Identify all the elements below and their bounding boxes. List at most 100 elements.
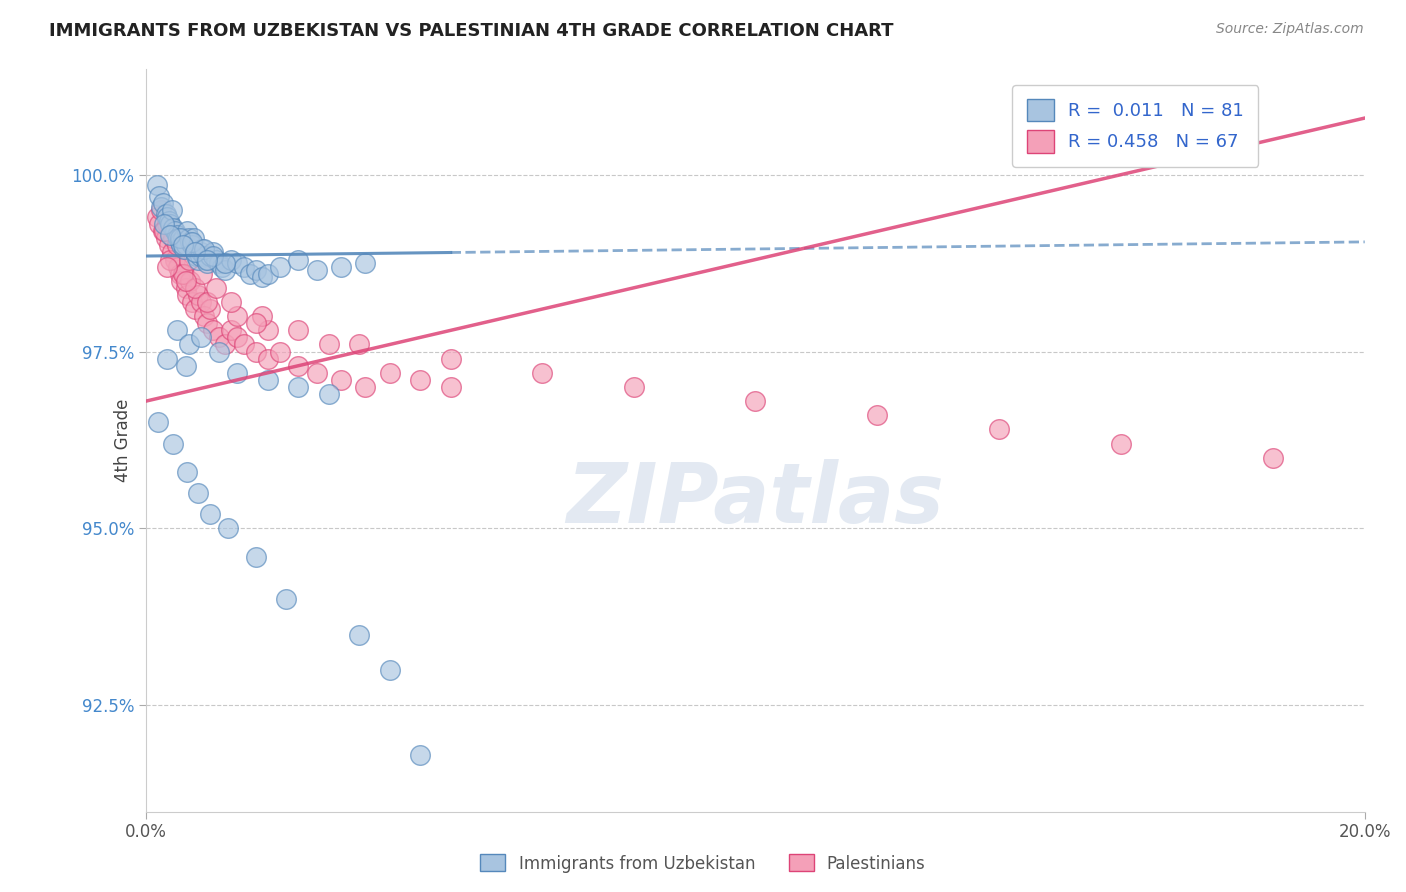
Point xyxy=(174,359,197,373)
Point xyxy=(166,238,188,252)
Point xyxy=(180,295,202,310)
Point xyxy=(190,330,212,344)
Point xyxy=(187,252,209,267)
Point xyxy=(354,380,377,394)
Point xyxy=(287,359,309,373)
Point xyxy=(157,213,180,227)
Point xyxy=(156,260,179,274)
Point xyxy=(221,323,243,337)
Point xyxy=(159,252,181,267)
Point xyxy=(162,231,184,245)
Point xyxy=(269,344,291,359)
Legend: R =  0.011   N = 81, R = 0.458   N = 67: R = 0.011 N = 81, R = 0.458 N = 67 xyxy=(1012,85,1258,167)
Point xyxy=(174,281,197,295)
Point xyxy=(318,387,340,401)
Point xyxy=(195,316,218,330)
Point xyxy=(194,252,217,267)
Point xyxy=(531,366,554,380)
Point xyxy=(214,337,236,351)
Text: IMMIGRANTS FROM UZBEKISTAN VS PALESTINIAN 4TH GRADE CORRELATION CHART: IMMIGRANTS FROM UZBEKISTAN VS PALESTINIA… xyxy=(49,22,894,40)
Point xyxy=(208,256,231,270)
Point xyxy=(155,231,177,245)
Point xyxy=(245,316,267,330)
Point xyxy=(349,627,371,641)
Point xyxy=(221,295,243,310)
Point xyxy=(205,252,228,267)
Point xyxy=(226,256,249,270)
Point xyxy=(184,281,207,295)
Point xyxy=(232,260,254,274)
Point xyxy=(156,217,179,231)
Point xyxy=(190,295,212,310)
Point xyxy=(378,663,401,677)
Point xyxy=(287,252,309,267)
Point xyxy=(172,267,194,281)
Point xyxy=(191,242,214,256)
Point xyxy=(159,227,181,242)
Point xyxy=(150,200,173,214)
Point xyxy=(409,373,432,387)
Point xyxy=(155,206,177,220)
Point xyxy=(349,337,371,351)
Point xyxy=(179,235,201,249)
Y-axis label: 4th Grade: 4th Grade xyxy=(114,399,132,482)
Point xyxy=(245,263,267,277)
Point xyxy=(195,295,218,310)
Point xyxy=(226,309,249,323)
Point xyxy=(205,281,228,295)
Point xyxy=(305,366,328,380)
Point xyxy=(170,274,193,288)
Point xyxy=(214,256,236,270)
Point xyxy=(156,210,179,224)
Point xyxy=(221,252,243,267)
Point xyxy=(190,245,212,260)
Point xyxy=(214,263,236,277)
Point xyxy=(169,231,191,245)
Point xyxy=(184,245,207,260)
Point xyxy=(150,202,173,217)
Point xyxy=(148,189,170,203)
Point xyxy=(1263,450,1285,465)
Point xyxy=(250,309,273,323)
Point xyxy=(179,274,201,288)
Point xyxy=(174,238,197,252)
Point xyxy=(257,323,280,337)
Point xyxy=(257,267,280,281)
Point xyxy=(198,249,221,263)
Point xyxy=(440,380,463,394)
Point xyxy=(198,302,221,317)
Point xyxy=(191,267,214,281)
Point xyxy=(153,224,176,238)
Point xyxy=(166,323,188,337)
Point xyxy=(440,351,463,366)
Point xyxy=(157,238,180,252)
Legend: Immigrants from Uzbekistan, Palestinians: Immigrants from Uzbekistan, Palestinians xyxy=(474,847,932,880)
Point xyxy=(193,249,215,263)
Point xyxy=(172,238,194,252)
Point xyxy=(176,224,198,238)
Point xyxy=(172,231,194,245)
Point xyxy=(202,249,225,263)
Point xyxy=(169,235,191,249)
Point xyxy=(287,380,309,394)
Point xyxy=(287,323,309,337)
Point xyxy=(239,267,262,281)
Point xyxy=(176,465,198,479)
Point xyxy=(148,217,170,231)
Point xyxy=(184,302,207,317)
Point xyxy=(184,245,207,260)
Point xyxy=(160,245,183,260)
Point xyxy=(180,235,202,249)
Point xyxy=(160,202,183,217)
Point xyxy=(217,521,239,535)
Point xyxy=(318,337,340,351)
Point xyxy=(257,373,280,387)
Point xyxy=(169,267,191,281)
Point xyxy=(180,238,202,252)
Point xyxy=(187,288,209,302)
Point xyxy=(146,178,169,193)
Point xyxy=(152,196,174,211)
Point xyxy=(1109,436,1132,450)
Point xyxy=(184,249,207,263)
Point xyxy=(166,260,188,274)
